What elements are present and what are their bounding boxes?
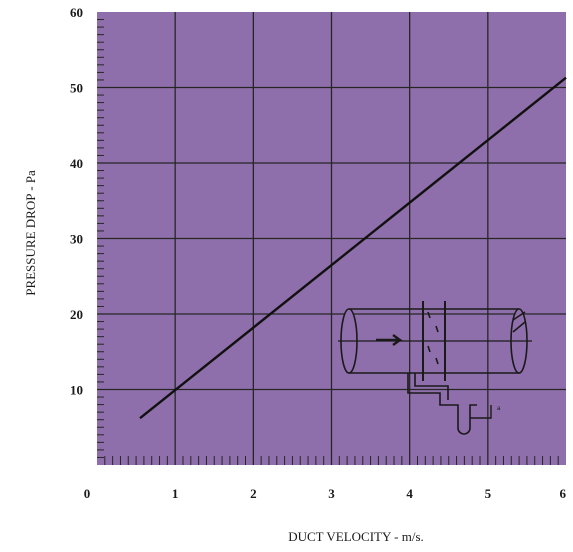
- svg-text:a: a: [497, 406, 501, 412]
- grid-lines: [97, 12, 566, 465]
- x-tick-label: 2: [250, 486, 257, 501]
- x-tick-label: 6: [560, 486, 567, 501]
- x-tick-label: 5: [485, 486, 492, 501]
- x-tick-labels: 0 1 2 3 4 5 6: [84, 486, 567, 501]
- series-line: [139, 76, 567, 420]
- y-axis-label: PRESSURE DROP - Pa: [23, 170, 38, 296]
- y-tick-label: 20: [70, 307, 83, 322]
- x-tick-label: 0: [84, 486, 91, 501]
- series-group: [139, 76, 567, 420]
- x-tick-label: 4: [406, 486, 413, 501]
- y-tick-label: 50: [70, 81, 83, 96]
- x-axis-label: DUCT VELOCITY - m/s.: [288, 529, 424, 544]
- x-tick-label: 3: [328, 486, 335, 501]
- y-tick-label: 10: [70, 383, 83, 398]
- y-tick-labels: 10 20 30 40 50 60: [70, 5, 83, 398]
- y-tick-label: 60: [70, 5, 83, 20]
- x-tick-label: 1: [172, 486, 179, 501]
- y-tick-label: 40: [70, 156, 83, 171]
- y-tick-label: 30: [70, 232, 83, 247]
- minor-ticks: [97, 19, 559, 465]
- duct-with-filter-and-manometer-icon: a: [338, 301, 532, 435]
